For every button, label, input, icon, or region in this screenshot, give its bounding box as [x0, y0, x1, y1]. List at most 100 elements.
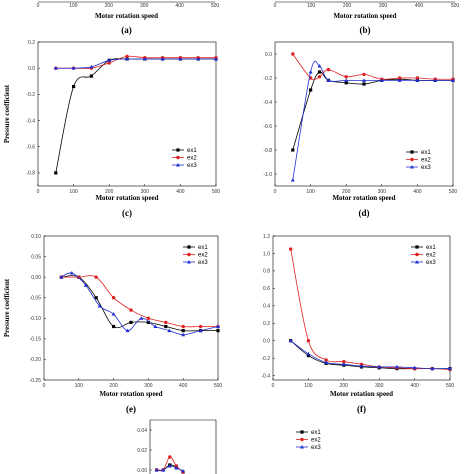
x-tick-label: 0 — [272, 383, 275, 389]
y-tick-label: -0.10 — [30, 316, 42, 322]
y-tick-label: 0.10 — [31, 234, 41, 240]
data-point — [97, 303, 102, 308]
data-point — [324, 360, 329, 365]
legend-label: ex3 — [311, 445, 321, 451]
data-point — [430, 366, 435, 371]
y-tick-label: 0.0 — [265, 52, 272, 58]
x-tick-label: 300 — [140, 3, 149, 9]
x-tick-label: 400 — [176, 189, 185, 195]
data-point — [129, 308, 133, 312]
panel-c: 0.2 0.0 -0.2 -0.4 -0.6 -0.8 0 100 200 300 400 500 Mo… — [3, 40, 220, 218]
panel-label: (d) — [359, 208, 370, 218]
data-point — [181, 329, 185, 333]
data-point — [300, 437, 304, 442]
x-tick-label: 0 — [274, 3, 277, 9]
panel-label: (b) — [360, 25, 371, 35]
x-tick-label: 400 — [415, 3, 424, 9]
legend-label: ex2 — [426, 253, 436, 259]
y-tick-label: -0.2 — [261, 356, 270, 362]
plot-frame — [272, 235, 451, 381]
data-point — [196, 57, 201, 61]
x-tick-label: 100 — [69, 189, 78, 195]
y-tick-label: -1.0 — [263, 172, 272, 178]
series-line-ex3 — [55, 58, 216, 69]
x-tick-label: 300 — [379, 3, 388, 9]
x-tick-label: 100 — [306, 189, 315, 195]
data-point — [397, 76, 402, 80]
data-point — [174, 466, 179, 470]
series-line-ex2 — [61, 275, 218, 328]
data-point — [176, 163, 180, 167]
series-line-ex2 — [290, 249, 451, 370]
data-point — [344, 75, 348, 79]
x-axis-label: Motor rotation speed — [95, 12, 158, 20]
y-tick-label: 0.00 — [137, 468, 147, 474]
data-point — [59, 275, 64, 279]
x-tick-label: 0 — [37, 3, 40, 9]
data-point — [344, 81, 348, 85]
x-tick-label: 100 — [69, 3, 78, 9]
y-tick-label: 0.02 — [137, 448, 147, 454]
data-point — [317, 75, 322, 79]
data-point — [451, 78, 455, 82]
data-point — [410, 157, 414, 162]
data-point — [306, 339, 311, 343]
legend-label: ex3 — [198, 260, 208, 266]
x-tick-label: 300 — [141, 189, 150, 195]
legend-label: ex2 — [187, 156, 197, 162]
y-tick-label: 0.0 — [263, 339, 270, 345]
data-point — [415, 252, 419, 257]
y-tick-label: 0.6 — [263, 286, 270, 292]
legend-label: ex2 — [421, 158, 431, 164]
x-tick-label: 500 — [214, 383, 223, 389]
data-point — [142, 57, 147, 61]
data-point — [291, 52, 295, 56]
y-tick-label: 1.0 — [263, 251, 270, 257]
data-point — [410, 165, 414, 169]
y-tick-label: -0.4 — [261, 373, 270, 379]
x-tick-label: 500 — [451, 3, 460, 9]
series-line-ex3 — [290, 340, 451, 370]
data-point — [178, 57, 183, 61]
data-point — [77, 275, 81, 279]
data-point — [317, 70, 322, 74]
data-point — [146, 320, 150, 324]
x-tick-label: 400 — [175, 3, 184, 9]
series-line-ex2 — [292, 53, 454, 81]
legend-label: ex1 — [426, 245, 436, 251]
data-point — [69, 271, 74, 275]
y-tick-label: -0.25 — [30, 378, 42, 384]
legend-label: ex1 — [198, 245, 208, 251]
data-point — [53, 66, 58, 70]
data-point — [146, 316, 151, 320]
data-point — [187, 245, 191, 249]
x-tick-label: 400 — [413, 189, 422, 195]
data-point — [362, 82, 366, 86]
data-point — [111, 312, 116, 316]
series-line-ex1 — [292, 71, 453, 151]
data-point — [415, 76, 420, 80]
y-tick-label: -0.4 — [263, 100, 272, 106]
y-tick-label: 1.2 — [263, 234, 270, 240]
data-point — [161, 468, 166, 472]
data-point — [111, 296, 116, 300]
data-point — [181, 332, 186, 337]
data-point — [300, 430, 304, 434]
data-point — [167, 328, 172, 333]
legend-label: ex2 — [311, 438, 321, 444]
y-tick-label: -0.8 — [263, 148, 272, 154]
y-tick-label: 0.8 — [263, 269, 270, 275]
legend-label: ex1 — [187, 148, 197, 154]
y-axis-label: Pressure coefficient — [3, 84, 11, 143]
x-tick-label: 0 — [37, 189, 40, 195]
x-tick-label: 300 — [144, 383, 153, 389]
x-axis-label: Motor rotation speed — [330, 390, 393, 398]
y-tick-label: -0.4 — [26, 118, 35, 124]
data-point — [342, 359, 346, 364]
data-point — [72, 84, 76, 89]
data-point — [289, 247, 293, 251]
data-point — [448, 366, 452, 371]
data-point — [288, 338, 293, 343]
